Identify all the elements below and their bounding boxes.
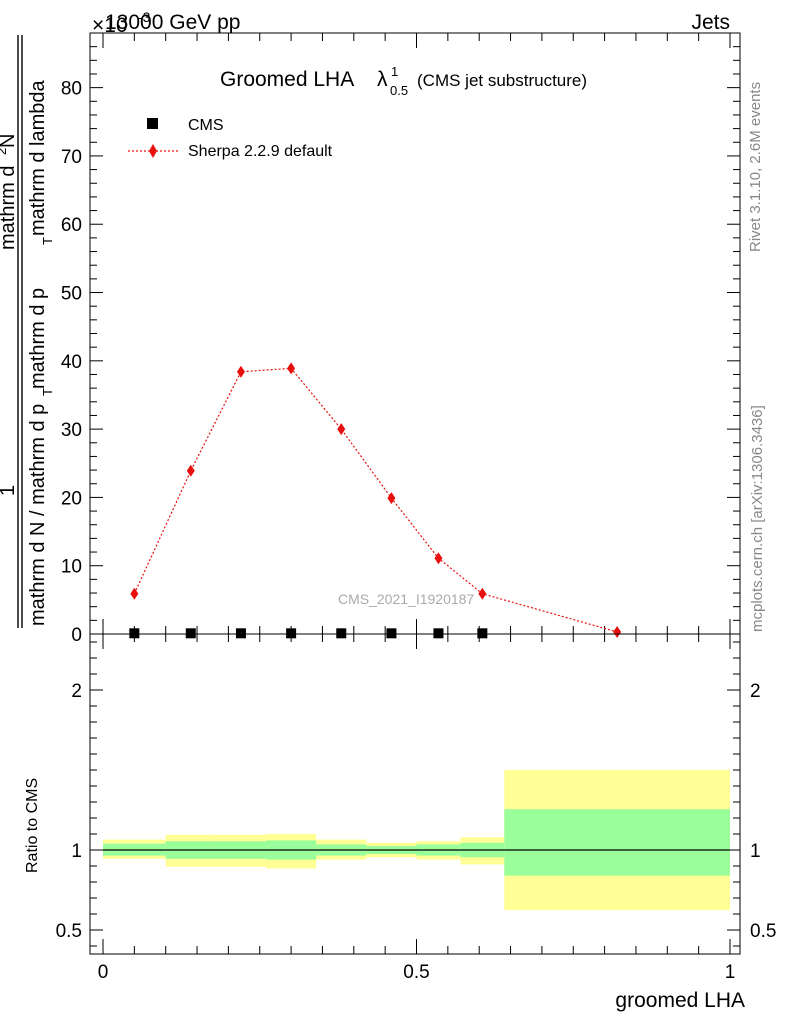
exponent-power: -3 [138, 9, 151, 25]
ylabel-numerator-tail: N [0, 134, 19, 148]
y-tick-label: 10 [61, 557, 82, 578]
cms-series [129, 628, 488, 639]
ratio-tick-label-left: 2 [71, 681, 82, 702]
ylabel-numerator-head: mathrm d [0, 166, 19, 250]
ratio-y-axis-ticks: 0.5 0.5 1 1 2 2 [56, 641, 776, 947]
ratio-tick-label-right: 1 [750, 841, 761, 862]
cms-point [336, 628, 347, 639]
title-main: Groomed LHA [220, 68, 354, 91]
ylabel-denominator-tail: mathrm d p [27, 288, 49, 389]
main-x-axis-ticks [102, 33, 731, 634]
cms-point [433, 628, 444, 639]
y-tick-label: 30 [61, 420, 82, 441]
ratio-tick-label-left: 0.5 [56, 921, 82, 942]
title-sub: 0.5 [390, 83, 408, 98]
header-right-label: Jets [691, 11, 730, 34]
ylabel-numerator-sup: 2 [0, 148, 9, 155]
y-tick-label: 70 [61, 147, 82, 168]
rivet-label: Rivet 3.1.10, 2.6M events [747, 82, 764, 252]
ratio-y-axis-label: Ratio to CMS [24, 778, 41, 873]
ratio-bands [103, 770, 730, 910]
sherpa-point [130, 587, 139, 600]
sherpa-point [387, 492, 396, 505]
ratio-tick-label-right: 0.5 [750, 921, 776, 942]
main-y-axis-ticks: 0 10 20 30 40 50 60 70 80 [61, 32, 740, 646]
cms-point [235, 628, 246, 639]
header-left-label: 13000 GeV pp [105, 11, 240, 34]
cms-point [477, 628, 488, 639]
y-tick-label: 0 [71, 625, 82, 646]
legend-cms-marker [147, 118, 158, 129]
main-y-axis-label: 1 mathrm d 2 N mathrm d N / mathrm d p T… [0, 35, 55, 628]
sherpa-point [287, 362, 296, 375]
sherpa-series [130, 362, 622, 638]
x-tick-label: 1 [725, 962, 736, 983]
sherpa-point [337, 423, 346, 436]
plot-title: Groomed LHA λ 1 0.5 (CMS jet substructur… [220, 64, 587, 98]
x-tick-label: 0.5 [403, 962, 429, 983]
legend: CMS Sherpa 2.2.9 default [128, 117, 333, 160]
y-tick-label: 60 [61, 215, 82, 236]
ratio-tick-label-left: 1 [71, 841, 82, 862]
cms-point [129, 628, 140, 639]
mcplots-label: mcplots.cern.ch [arXiv:1306.3436] [749, 405, 766, 632]
ratio-x-axis-ticks: 0 0.5 1 [98, 634, 736, 983]
x-tick-label: 0 [98, 962, 109, 983]
y-tick-label: 20 [61, 488, 82, 509]
y-tick-label: 40 [61, 352, 82, 373]
y-tick-label: 80 [61, 79, 82, 100]
cms-point [185, 628, 196, 639]
title-extra: (CMS jet substructure) [417, 71, 587, 90]
ylabel-denominator-sub2: T [40, 237, 55, 245]
ylabel-one: 1 [0, 485, 19, 496]
y-tick-label: 50 [61, 284, 82, 305]
sherpa-line [133, 367, 618, 633]
legend-sherpa-marker [149, 144, 157, 158]
ylabel-denominator-sub: T [40, 388, 55, 396]
analysis-watermark: CMS_2021_I1920187 [338, 591, 474, 607]
title-lambda: λ [377, 68, 388, 91]
sherpa-point [613, 625, 622, 638]
ratio-tick-label-right: 2 [750, 681, 761, 702]
cms-point [386, 628, 397, 639]
legend-cms-label: CMS [188, 117, 224, 134]
ratio-plot-frame [89, 633, 741, 955]
ylabel-denominator: mathrm d N / mathrm d p [27, 404, 49, 626]
sherpa-point [478, 587, 487, 600]
ylabel-denominator-tail2: mathrm d lambda [27, 80, 49, 236]
legend-sherpa-label: Sherpa 2.2.9 default [188, 143, 333, 160]
title-sup: 1 [391, 64, 398, 79]
exponent-label: ×10 [92, 14, 128, 37]
ratio-inner-band [504, 809, 730, 876]
x-axis-label: groomed LHA [615, 989, 745, 1012]
sherpa-point [434, 552, 443, 565]
sherpa-point [236, 365, 245, 378]
sherpa-point [186, 464, 195, 477]
cms-point [286, 628, 297, 639]
